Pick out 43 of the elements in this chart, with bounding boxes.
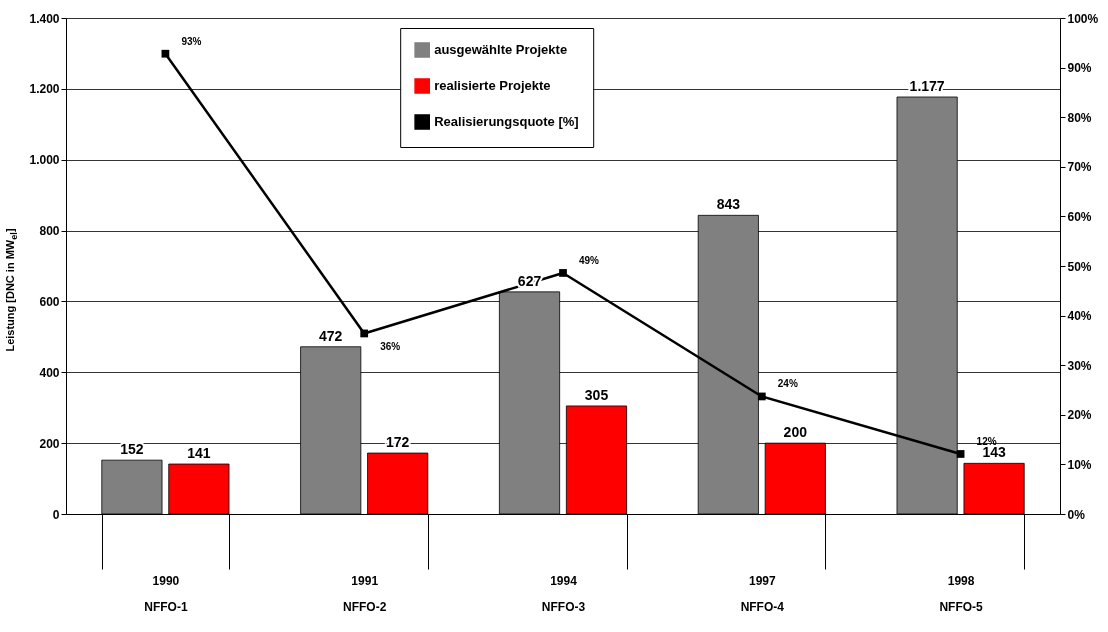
data-label: 200 xyxy=(783,424,808,441)
x-tick-label: 1991 NFFO-2 xyxy=(343,573,387,614)
y2-tick-label: 10% xyxy=(1067,457,1092,472)
data-label: 305 xyxy=(584,386,609,403)
y2-tick-label: 70% xyxy=(1067,160,1092,175)
legend-label: ausgewählte Projekte xyxy=(434,42,568,57)
y-tick-label: 0 xyxy=(52,507,60,522)
legend-label: Realisierungsquote [%] xyxy=(434,114,579,129)
y-tick-label: 1.400 xyxy=(29,11,60,26)
data-label: 49% xyxy=(578,254,600,266)
x-tick-label: 1990 NFFO-1 xyxy=(144,573,188,614)
y2-tick-label: 20% xyxy=(1067,408,1092,423)
data-label: 24% xyxy=(777,378,798,390)
y2-tick-label: 40% xyxy=(1067,309,1092,324)
x-tick-label: 1998 NFFO-5 xyxy=(939,573,984,614)
data-label: 472 xyxy=(319,327,343,344)
y-tick-label: 1.000 xyxy=(29,153,60,168)
y-tick-label: 600 xyxy=(39,294,60,309)
point xyxy=(757,392,766,401)
x-tick-label: 1997 NFFO-4 xyxy=(740,573,785,614)
data-label: 152 xyxy=(120,441,144,458)
point xyxy=(360,329,369,338)
x-tick-label: 1994 NFFO-3 xyxy=(541,573,586,614)
y2-tick-label: 50% xyxy=(1067,259,1092,274)
data-label: 843 xyxy=(716,196,741,213)
y-tick-label: 400 xyxy=(39,365,60,380)
y2-tick-label: 0% xyxy=(1067,507,1086,522)
point xyxy=(559,269,567,277)
legend-label: realisierte Projekte xyxy=(434,78,551,93)
data-label: 143 xyxy=(982,444,1006,461)
data-label: 141 xyxy=(187,445,211,462)
y-tick-label: 1.200 xyxy=(29,82,60,97)
y-tick-label: 200 xyxy=(39,436,60,451)
y2-tick-label: 80% xyxy=(1067,110,1092,125)
point xyxy=(161,49,170,58)
point xyxy=(956,450,965,458)
y2-tick-label: 60% xyxy=(1067,209,1092,224)
y2-tick-label: 90% xyxy=(1067,61,1092,76)
y2-tick-label: 100% xyxy=(1067,11,1099,26)
data-label: 36% xyxy=(380,341,401,353)
y2-tick-label: 30% xyxy=(1067,358,1092,373)
y-tick-label: 800 xyxy=(39,224,60,239)
data-label: 93% xyxy=(181,35,202,47)
